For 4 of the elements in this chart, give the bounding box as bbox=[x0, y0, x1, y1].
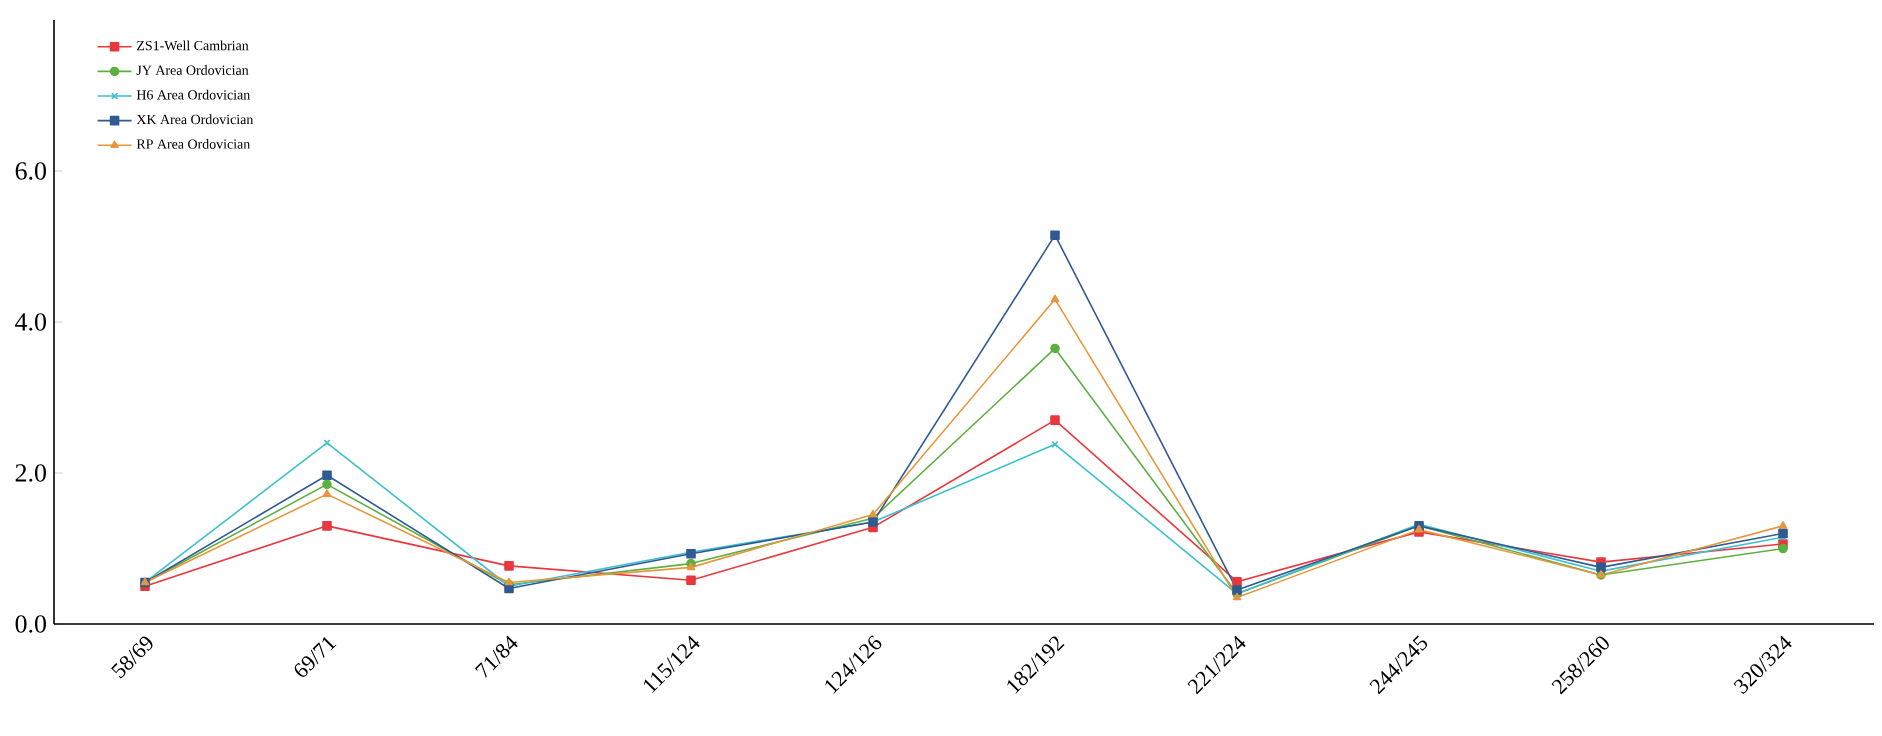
y-tick-label: 0.0 bbox=[15, 615, 46, 633]
y-tick-label: 2.0 bbox=[15, 464, 46, 482]
y-tick-label: 6.0 bbox=[15, 162, 46, 180]
y-tick-label: 4.0 bbox=[15, 313, 46, 331]
